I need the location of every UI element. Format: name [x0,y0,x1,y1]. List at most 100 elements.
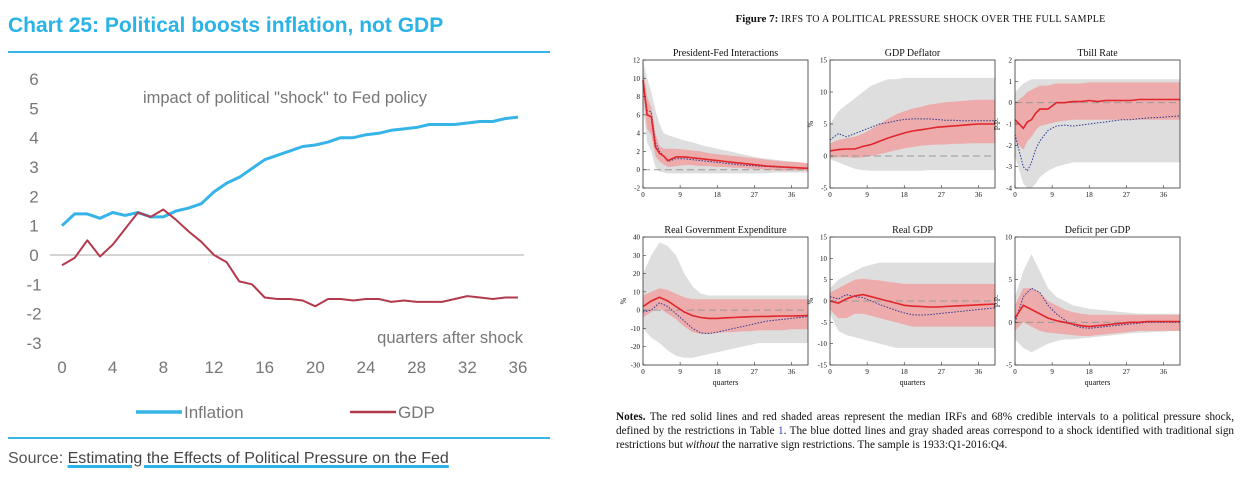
y-tick-label: -1 [1006,121,1012,129]
source-prefix: Source: [8,450,68,467]
x-tick-label: 0 [641,191,645,199]
panel-title: Tbill Rate [1077,48,1118,59]
x-tick-label: 18 [1086,368,1094,376]
legend-label-inflation: Inflation [184,403,244,422]
y-tick-label: 20 [633,270,641,278]
x-tick-label: 32 [458,358,477,377]
x-tick-label: 36 [1160,368,1168,376]
y-tick-label: 30 [633,252,641,260]
y-tick-label: 5 [824,121,828,129]
y-tick-label: 12 [633,57,641,65]
x-tick-label: 8 [159,358,168,377]
y-tick-label: 0 [824,298,828,306]
y-tick-label: 1 [1009,78,1013,86]
blue-dotted-line [642,302,809,335]
figure7-panel: Figure 7: IRFS TO A POLITICAL PRESSURE S… [600,0,1241,482]
x-tick-label: 0 [57,358,66,377]
x-tick-label: 27 [751,191,759,199]
figure-caption: IRFS TO A POLITICAL PRESSURE SHOCK OVER … [781,14,1106,25]
x-axis-label: quarters [900,378,926,387]
y-tick-label: 10 [820,89,828,97]
y-tick-label: 4 [637,130,641,138]
x-tick-label: 0 [1013,191,1017,199]
y-axis-label: p.p. [991,118,1000,130]
y-tick-label: 0 [637,307,641,315]
x-tick-label: 18 [901,368,909,376]
x-tick-label: 36 [509,358,528,377]
panel-title: GDP Deflator [885,48,941,59]
x-tick-label: 36 [975,191,983,199]
panel-title: Real Government Expenditure [664,225,787,236]
y-tick-label: 0 [637,166,641,174]
y-tick-label: 6 [637,111,641,119]
y-tick-label: 10 [820,255,828,263]
red-band [830,278,995,327]
y-axis-label: % [806,297,815,304]
panel-title: Deficit per GDP [1065,225,1131,236]
x-tick-label: 18 [714,191,722,199]
median-line [642,296,809,320]
x-tick-label: 4 [108,358,117,377]
notes-label: Notes. [616,411,646,423]
y-tick-label: -10 [631,325,641,333]
y-tick-label: -5 [821,319,827,327]
red-band [643,69,808,171]
blue-dotted-line [1014,115,1181,172]
panel-title: President-Fed Interactions [673,48,778,59]
y-tick-label: 1 [29,217,38,236]
x-tick-label: 16 [255,358,274,377]
y-tick-label: -20 [631,343,641,351]
red-band [643,288,808,334]
blue-dotted-line [1014,287,1180,329]
annotation-bottom: quarters after shock [377,329,524,347]
notes-text-3: the narrative sign restrictions. The sam… [719,439,1008,451]
x-tick-label: 36 [975,368,983,376]
x-tick-label: 0 [828,368,832,376]
y-tick-label: -5 [821,185,827,193]
source-link[interactable]: Estimating the Effects of Political Pres… [67,450,449,467]
chart25-panel: Chart 25: Political boosts inflation, no… [0,0,560,482]
y-axis-label: % [806,120,815,127]
legend-label-gdp: GDP [398,403,435,422]
gray-band [643,60,808,174]
notes-text-2: . The blue dotted lines and gray shaded … [616,425,1235,451]
figure-label: Figure 7: [735,13,779,25]
x-tick-label: 27 [1123,191,1131,199]
y-tick-label: -3 [1006,163,1012,171]
y-tick-label: 5 [29,99,38,118]
y-tick-label: 0 [824,153,828,161]
x-tick-label: 36 [788,368,796,376]
y-tick-label: 10 [633,288,641,296]
notes-emphasis: without [685,439,720,451]
notes-text-1: The red solid lines and red shaded areas… [616,411,1234,437]
x-tick-label: 36 [788,191,796,199]
y-tick-label: -2 [26,305,41,324]
blue-dotted-line [829,118,995,141]
y-tick-label: 0 [1009,319,1013,327]
y-tick-label: -5 [1006,362,1012,370]
median-line [1014,304,1180,328]
panel-frame [642,236,809,366]
median-line [829,293,996,308]
table-ref-link[interactable]: 1 [777,425,784,437]
x-tick-label: 28 [407,358,426,377]
y-tick-label: 0 [1009,99,1013,107]
x-tick-label: 24 [357,358,376,377]
x-tick-label: 9 [1050,368,1054,376]
source-divider [8,437,550,439]
x-tick-label: 36 [1160,191,1168,199]
x-tick-label: 9 [865,368,869,376]
y-tick-label: 15 [820,57,828,65]
median-line [1014,98,1180,130]
panel-frame [642,59,809,189]
x-tick-label: 9 [865,191,869,199]
y-tick-label: 6 [29,70,38,89]
x-tick-label: 0 [828,191,832,199]
y-tick-label: 8 [637,93,641,101]
blue-dotted-line [829,294,996,316]
panel-title: Real GDP [892,225,933,236]
figure-title: Figure 7: IRFS TO A POLITICAL PRESSURE S… [600,13,1241,25]
y-tick-label: 5 [1009,276,1013,284]
irf-panel-2: Tbill Rate -4 -3 -2 -1 0 1 2 0 9 18 27 36 p.p. [991,48,1181,199]
